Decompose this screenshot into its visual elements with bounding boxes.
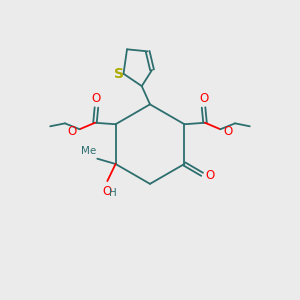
Text: H: H xyxy=(109,188,116,198)
Text: O: O xyxy=(102,184,111,198)
Text: O: O xyxy=(223,125,232,138)
Text: O: O xyxy=(206,169,215,182)
Text: O: O xyxy=(199,92,208,104)
Text: O: O xyxy=(68,125,77,138)
Text: S: S xyxy=(114,67,124,81)
Text: Me: Me xyxy=(81,146,96,156)
Text: O: O xyxy=(92,92,101,104)
